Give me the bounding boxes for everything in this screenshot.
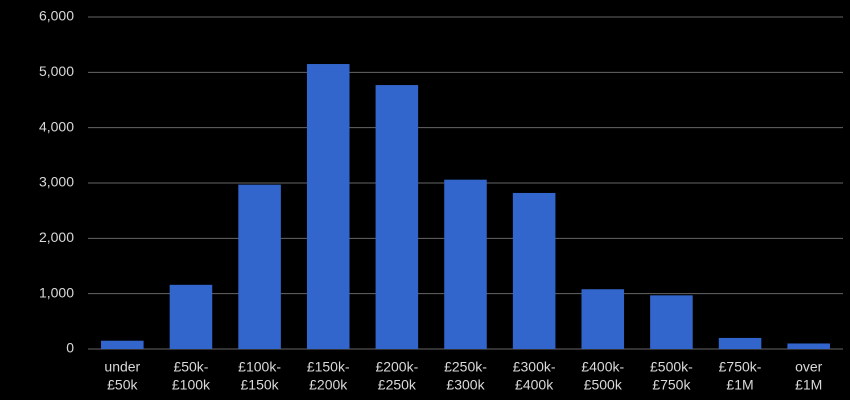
x-tick-label: £50k [107, 377, 138, 393]
x-tick-label: £500k [584, 377, 623, 393]
x-tick-label: £300k- [513, 359, 556, 375]
x-tick-label: £400k- [581, 359, 624, 375]
bar [444, 179, 487, 349]
bar [169, 284, 213, 349]
x-tick-label: £200k [309, 377, 348, 393]
x-tick-label: £150k- [307, 359, 350, 375]
x-tick-label: £1M [795, 377, 822, 393]
y-tick-label: 6,000 [39, 8, 74, 24]
x-tick-label: £100k- [238, 359, 281, 375]
bar [375, 85, 419, 349]
y-tick-label: 2,000 [39, 229, 74, 245]
bar [238, 184, 281, 349]
x-tick-label: £200k- [375, 359, 418, 375]
x-tick-label: £150k [241, 377, 280, 393]
bar [306, 64, 350, 350]
x-tick-label: £250k- [444, 359, 487, 375]
bar [718, 337, 762, 349]
x-tick-label: over [795, 359, 823, 375]
x-tick-label: £750k [652, 377, 691, 393]
x-tick-label: £750k- [719, 359, 762, 375]
bar [581, 289, 625, 349]
x-tick-label: £250k [378, 377, 417, 393]
bar [512, 192, 556, 349]
y-tick-label: 3,000 [39, 174, 74, 190]
x-tick-label: £300k [446, 377, 485, 393]
x-tick-label: £1M [726, 377, 753, 393]
x-tick-label: £100k [172, 377, 211, 393]
y-tick-label: 0 [66, 340, 74, 356]
x-tick-label: £400k [515, 377, 554, 393]
bar [787, 343, 830, 349]
y-tick-label: 1,000 [39, 284, 74, 300]
y-tick-label: 4,000 [39, 118, 74, 134]
y-tick-label: 5,000 [39, 63, 74, 79]
bar [650, 295, 693, 349]
bar [101, 340, 144, 349]
x-tick-label: under [104, 359, 140, 375]
x-tick-label: £50k- [173, 359, 208, 375]
x-tick-label: £500k- [650, 359, 693, 375]
